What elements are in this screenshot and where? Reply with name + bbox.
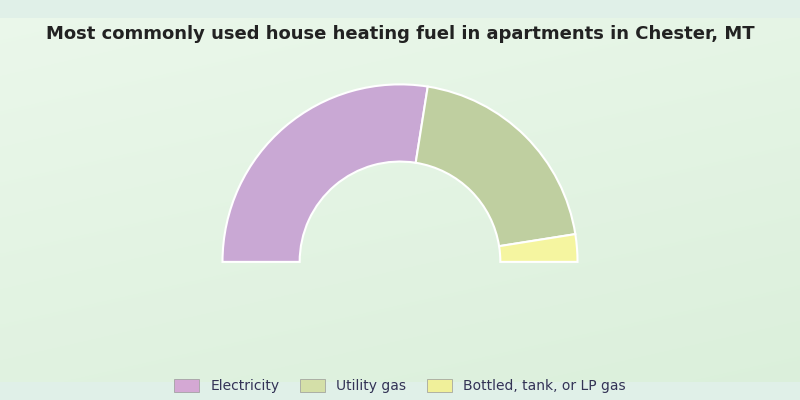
Wedge shape <box>416 86 575 246</box>
Wedge shape <box>222 84 428 262</box>
Legend: Electricity, Utility gas, Bottled, tank, or LP gas: Electricity, Utility gas, Bottled, tank,… <box>167 372 633 400</box>
Text: Most commonly used house heating fuel in apartments in Chester, MT: Most commonly used house heating fuel in… <box>46 25 754 43</box>
Wedge shape <box>499 234 578 262</box>
